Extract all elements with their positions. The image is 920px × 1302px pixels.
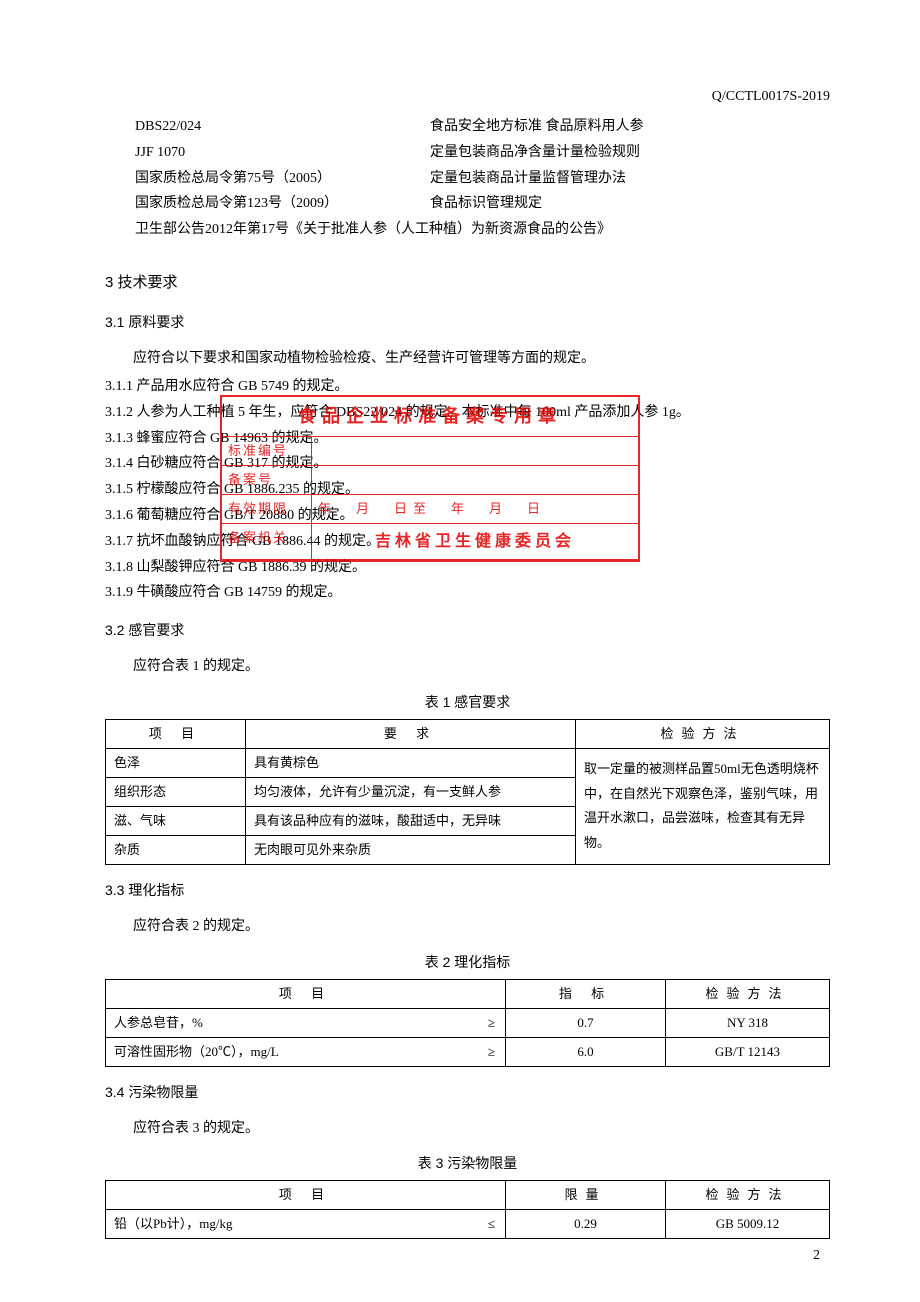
th-item: 项 目 xyxy=(106,979,506,1008)
req-item: 3.1.1 产品用水应符合 GB 5749 的规定。 xyxy=(105,375,830,399)
table-header-row: 项 目 要 求 检验方法 xyxy=(106,719,830,748)
ref-item: 卫生部公告2012年第17号《关于批准人参（人工种植）为新资源食品的公告》 xyxy=(135,218,830,242)
cell: 杂质 xyxy=(106,836,246,865)
req-item: 3.1.4 白砂糖应符合 GB 317 的规定。 xyxy=(105,452,830,476)
section-3-4-title: 3.4 污染物限量 xyxy=(105,1081,830,1105)
table-row: 铅（以Pb计），mg/kg≤ 0.29 GB 5009.12 xyxy=(106,1210,830,1239)
section-3-title: 3 技术要求 xyxy=(105,270,830,296)
section-3-2-title: 3.2 感官要求 xyxy=(105,619,830,643)
th-req: 要 求 xyxy=(246,719,576,748)
table-row: 色泽 具有黄棕色 取一定量的被测样品置50ml无色透明烧杯中，在自然光下观察色泽… xyxy=(106,748,830,777)
reference-list: DBS22/024 食品安全地方标准 食品原料用人参 JJF 1070 定量包装… xyxy=(135,115,830,242)
ref-desc: 食品安全地方标准 食品原料用人参 xyxy=(430,115,644,139)
cell-method: NY 318 xyxy=(666,1008,830,1037)
th-item: 项 目 xyxy=(106,719,246,748)
req-item: 3.1.8 山梨酸钾应符合 GB 1886.39 的规定。 xyxy=(105,556,830,580)
ref-code: JJF 1070 xyxy=(135,141,430,165)
section-3-1-title: 3.1 原料要求 xyxy=(105,311,830,335)
th-index: 指 标 xyxy=(506,979,666,1008)
cell-val: 0.7 xyxy=(506,1008,666,1037)
section-3-1-intro: 应符合以下要求和国家动植物检验检疫、生产经营许可管理等方面的规定。 xyxy=(133,347,830,371)
cell: 滋、气味 xyxy=(106,806,246,835)
ref-item: 国家质检总局令第123号（2009） 食品标识管理规定 xyxy=(135,192,830,216)
table-3-title: 表 3 污染物限量 xyxy=(105,1152,830,1176)
th-method: 检验方法 xyxy=(666,979,830,1008)
cell: 具有黄棕色 xyxy=(246,748,576,777)
cell-method: GB 5009.12 xyxy=(666,1210,830,1239)
ref-code: DBS22/024 xyxy=(135,115,430,139)
section-3-2-intro: 应符合表 1 的规定。 xyxy=(133,655,830,679)
section-3-3-title: 3.3 理化指标 xyxy=(105,879,830,903)
ref-desc: 定量包装商品净含量计量检验规则 xyxy=(430,141,640,165)
cell-name: 可溶性固形物（20℃），mg/L≥ xyxy=(106,1037,506,1066)
ref-code: 国家质检总局令第123号（2009） xyxy=(135,192,430,216)
table-3-pollutant: 项 目 限量 检验方法 铅（以Pb计），mg/kg≤ 0.29 GB 5009.… xyxy=(105,1180,830,1239)
req-item: 3.1.7 抗坏血酸钠应符合 GB 1886.44 的规定。 xyxy=(105,530,830,554)
page-number: 2 xyxy=(813,1244,820,1268)
table-1-sensory: 项 目 要 求 检验方法 色泽 具有黄棕色 取一定量的被测样品置50ml无色透明… xyxy=(105,719,830,865)
cell: 均匀液体，允许有少量沉淀，有一支鲜人参 xyxy=(246,777,576,806)
requirement-list: 3.1.1 产品用水应符合 GB 5749 的规定。 3.1.2 人参为人工种植… xyxy=(105,375,830,605)
req-item: 3.1.5 柠檬酸应符合 GB 1886.235 的规定。 xyxy=(105,478,830,502)
th-method: 检验方法 xyxy=(576,719,830,748)
cell-name: 铅（以Pb计），mg/kg≤ xyxy=(106,1210,506,1239)
section-3-3-intro: 应符合表 2 的规定。 xyxy=(133,915,830,939)
req-item: 3.1.6 葡萄糖应符合 GB/T 20880 的规定。 xyxy=(105,504,830,528)
header-code: Q/CCTL0017S-2019 xyxy=(712,85,830,109)
cell-val: 0.29 xyxy=(506,1210,666,1239)
method-cell: 取一定量的被测样品置50ml无色透明烧杯中，在自然光下观察色泽，鉴别气味，用温开… xyxy=(576,748,830,864)
table-row: 可溶性固形物（20℃），mg/L≥ 6.0 GB/T 12143 xyxy=(106,1037,830,1066)
req-item: 3.1.3 蜂蜜应符合 GB 14963 的规定。 xyxy=(105,427,830,451)
ref-item: JJF 1070 定量包装商品净含量计量检验规则 xyxy=(135,141,830,165)
cell-method: GB/T 12143 xyxy=(666,1037,830,1066)
cell: 具有该品种应有的滋味，酸甜适中，无异味 xyxy=(246,806,576,835)
table-1-title: 表 1 感官要求 xyxy=(105,691,830,715)
table-2-title: 表 2 理化指标 xyxy=(105,951,830,975)
cell: 组织形态 xyxy=(106,777,246,806)
cell: 无肉眼可见外来杂质 xyxy=(246,836,576,865)
table-row: 人参总皂苷，%≥ 0.7 NY 318 xyxy=(106,1008,830,1037)
section-3-4-intro: 应符合表 3 的规定。 xyxy=(133,1117,830,1141)
ref-item: DBS22/024 食品安全地方标准 食品原料用人参 xyxy=(135,115,830,139)
ref-desc: 食品标识管理规定 xyxy=(430,192,542,216)
ref-code: 国家质检总局令第75号（2005） xyxy=(135,167,430,191)
req-item: 3.1.2 人参为人工种植 5 年生，应符合 DBS22/024 的规定。本标准… xyxy=(105,401,830,425)
ref-desc: 定量包装商品计量监督管理办法 xyxy=(430,167,626,191)
table-2-physchem: 项 目 指 标 检验方法 人参总皂苷，%≥ 0.7 NY 318 可溶性固形物（… xyxy=(105,979,830,1067)
th-item: 项 目 xyxy=(106,1181,506,1210)
th-limit: 限量 xyxy=(506,1181,666,1210)
table-header-row: 项 目 限量 检验方法 xyxy=(106,1181,830,1210)
cell-val: 6.0 xyxy=(506,1037,666,1066)
ref-full: 卫生部公告2012年第17号《关于批准人参（人工种植）为新资源食品的公告》 xyxy=(135,218,830,242)
th-method: 检验方法 xyxy=(666,1181,830,1210)
req-item: 3.1.9 牛磺酸应符合 GB 14759 的规定。 xyxy=(105,581,830,605)
cell-name: 人参总皂苷，%≥ xyxy=(106,1008,506,1037)
cell: 色泽 xyxy=(106,748,246,777)
ref-item: 国家质检总局令第75号（2005） 定量包装商品计量监督管理办法 xyxy=(135,167,830,191)
table-header-row: 项 目 指 标 检验方法 xyxy=(106,979,830,1008)
